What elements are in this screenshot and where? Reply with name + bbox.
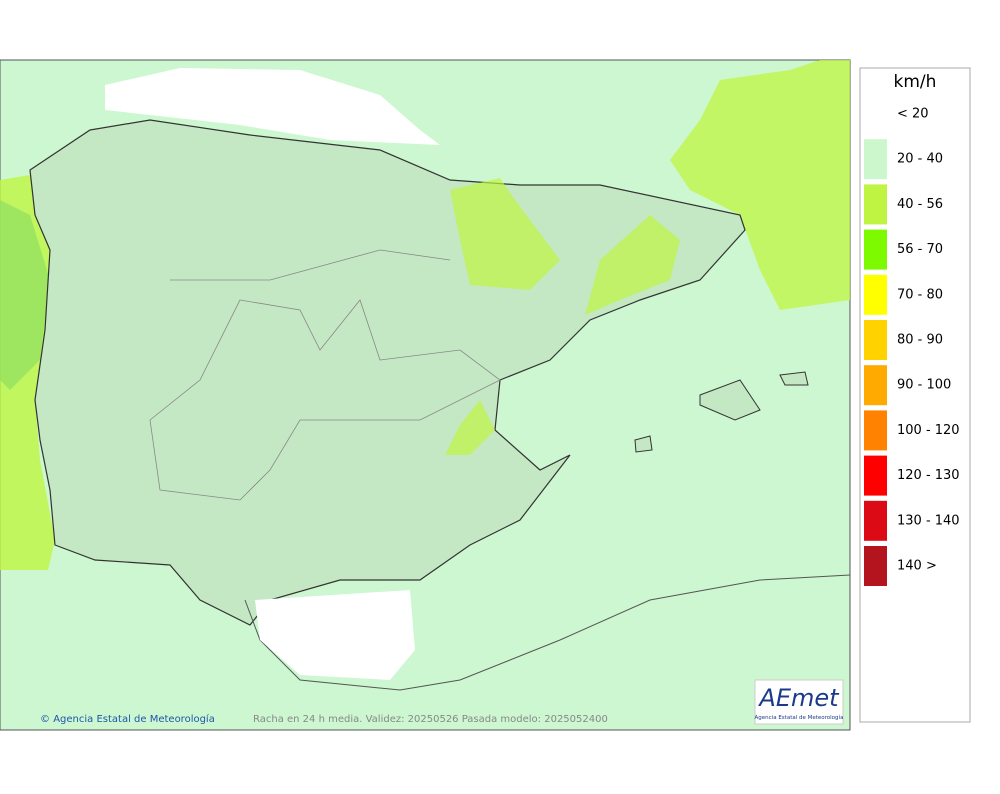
- legend-label: 90 - 100: [897, 378, 951, 393]
- wind-area: [670, 60, 850, 310]
- legend-label: 70 - 80: [897, 287, 943, 302]
- legend: km/h < 20 20 - 40 40 - 56 56 - 70 70 - 80 80 …: [859, 67, 971, 723]
- map: © Agencia Estatal de Meteorología Racha …: [0, 59, 851, 731]
- legend-label: 56 - 70: [897, 242, 943, 257]
- legend-label: 120 - 130: [897, 468, 960, 483]
- wind-area: [0, 200, 50, 390]
- credit-text: Agencia Estatal de Meteorología: [53, 713, 215, 725]
- logo-subtitle: Agencia Estatal de Meteorología: [755, 714, 844, 721]
- legend-label: 40 - 56: [897, 197, 943, 212]
- legend-label: 130 - 140: [897, 513, 960, 528]
- legend-swatch: [864, 320, 887, 360]
- wind-area: [585, 215, 680, 315]
- legend-label: < 20: [897, 107, 929, 122]
- legend-label: 20 - 40: [897, 152, 943, 167]
- logo: AEmet: [757, 684, 840, 712]
- legend-swatch: [864, 546, 887, 586]
- wind-area: [450, 178, 560, 290]
- legend-swatch: [864, 365, 887, 406]
- region-borders: [149, 249, 501, 501]
- legend-unit: km/h: [894, 72, 937, 92]
- legend-swatch: [864, 229, 887, 270]
- logo-box: [754, 679, 844, 725]
- credit: © Agencia Estatal de Meteorología: [40, 713, 215, 725]
- legend-swatch: [864, 139, 887, 180]
- calm-area: [105, 68, 440, 145]
- legend-label: 140 >: [897, 559, 937, 574]
- legend-swatch: [864, 500, 887, 541]
- legend-swatch: [864, 410, 887, 451]
- africa-coast: [244, 574, 851, 691]
- caption: Racha en 24 h media. Validez: 20250526 P…: [253, 714, 608, 725]
- legend-label: 100 - 120: [897, 423, 960, 438]
- wind-area: [445, 400, 495, 455]
- balearic-islands: [634, 371, 809, 453]
- calm-area: [255, 590, 415, 680]
- legend-swatch: [864, 184, 887, 225]
- legend-swatch: [864, 274, 887, 315]
- legend-swatch: [864, 455, 887, 496]
- legend-label: 80 - 90: [897, 333, 943, 348]
